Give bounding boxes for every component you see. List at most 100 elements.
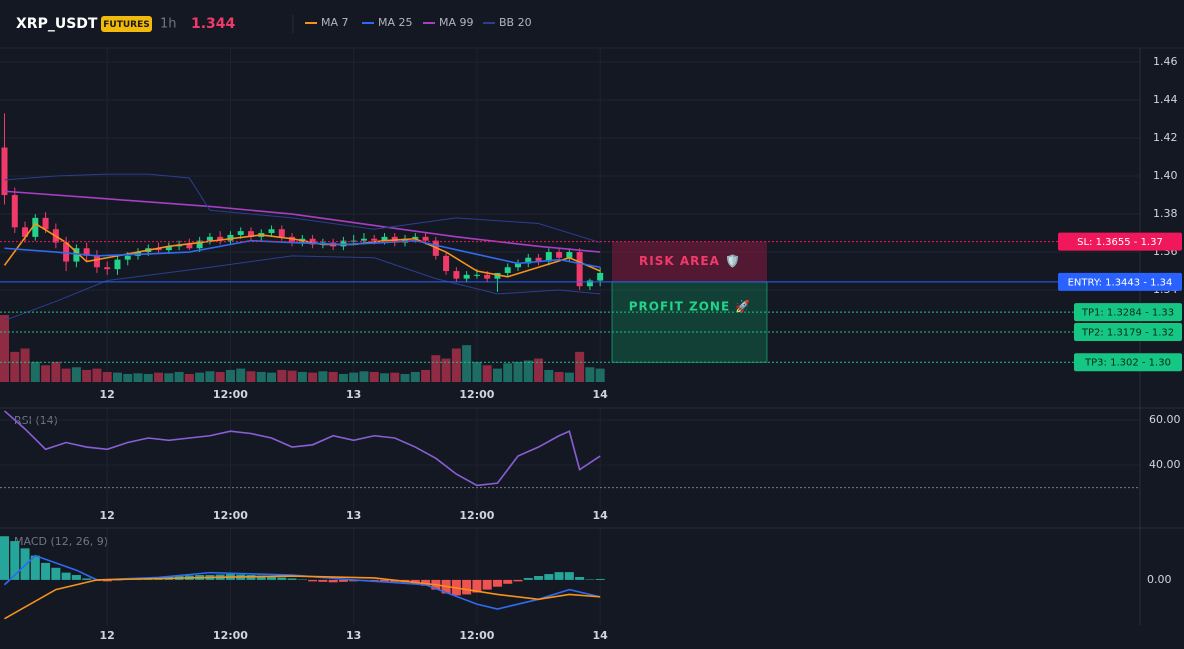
candle-body	[217, 236, 224, 241]
volume-bar	[503, 363, 513, 382]
volume-bar	[308, 372, 318, 382]
candle-body	[237, 231, 244, 235]
volume-bar	[143, 373, 153, 382]
level-tag	[1058, 232, 1182, 251]
macd-hist-bar	[492, 579, 502, 587]
macd-hist-bar	[51, 567, 61, 580]
level-tag	[1074, 353, 1182, 372]
legend-label: MA 7	[321, 16, 349, 29]
macd-hist-bar	[297, 579, 307, 580]
last-price: 1.344	[191, 16, 236, 32]
candle-body	[186, 244, 193, 249]
candle-body	[556, 252, 563, 258]
volume-bar	[554, 371, 564, 382]
candle-body	[504, 267, 511, 273]
time-tick-label: 12:00	[213, 629, 248, 642]
macd-hist-bar	[513, 579, 523, 582]
time-tick-label: 14	[593, 509, 609, 522]
macd-hist-bar	[462, 579, 472, 595]
price-tick-label: 1.38	[1153, 207, 1178, 220]
candle-body	[422, 236, 429, 241]
level-tag	[1074, 323, 1182, 342]
candle-body	[371, 238, 378, 241]
price-tick-label: 1.42	[1153, 131, 1178, 144]
candle-body	[63, 242, 70, 262]
volume-bar	[431, 355, 441, 382]
candle-body	[247, 231, 254, 237]
volume-bar	[400, 373, 410, 382]
indicator-line	[3, 410, 601, 487]
macd-hist-bar	[421, 579, 431, 586]
volume-bar	[513, 361, 523, 382]
level-label: TP3: 1.302 - 1.30	[1084, 358, 1171, 369]
interval: 1h	[160, 17, 177, 32]
candle-body	[93, 255, 100, 268]
volume-bar	[277, 369, 287, 382]
time-tick-label: 12:00	[213, 388, 248, 401]
volume-bar	[328, 371, 338, 382]
volume-bar	[102, 371, 112, 382]
macd-hist-bar	[277, 577, 287, 580]
volume-bar	[472, 361, 482, 382]
macd-hist-bar	[523, 577, 533, 580]
candle-body	[381, 236, 388, 241]
indicator-line	[4, 173, 601, 244]
volume-bar	[544, 369, 554, 382]
macd-hist-bar	[61, 572, 71, 580]
volume-bar	[482, 365, 492, 382]
rsi-tick-label: 60.00	[1149, 413, 1181, 426]
macd-hist-bar	[71, 575, 81, 580]
candle-body	[576, 252, 583, 287]
time-tick-label: 12:00	[459, 509, 494, 522]
profit-zone-label: PROFIT ZONE 🚀	[629, 300, 752, 314]
candle-body	[165, 246, 172, 251]
candle-body	[340, 240, 347, 247]
macd-hist-bar	[30, 555, 40, 580]
macd-hist-bar	[287, 578, 297, 580]
volume-bar	[10, 351, 20, 382]
time-tick-label: 13	[346, 388, 361, 401]
macd-title: MACD (12, 26, 9)	[14, 535, 108, 548]
time-tick-label: 12:00	[459, 629, 494, 642]
volume-bar	[349, 372, 359, 382]
candle-body	[412, 236, 419, 239]
candle-body	[206, 236, 213, 241]
candle-body	[525, 257, 532, 264]
macd-tick-label: 0.00	[1147, 573, 1172, 586]
symbol: XRP_USDT	[16, 16, 98, 32]
volume-bar	[215, 371, 225, 382]
macd-hist-bar	[575, 576, 585, 580]
candle-body	[463, 274, 470, 279]
volume-bar	[492, 368, 502, 382]
volume-bar	[184, 373, 194, 382]
legend-label: BB 20	[499, 16, 532, 29]
level-tag	[1074, 303, 1182, 322]
level-label: SL: 1.3655 - 1.37	[1077, 237, 1163, 248]
macd-hist-bar	[544, 574, 554, 580]
risk-zone	[612, 241, 767, 282]
volume-bar	[164, 373, 174, 382]
candle-body	[484, 274, 491, 279]
volume-bar	[441, 358, 451, 382]
indicator-line	[4, 575, 601, 620]
candle-body	[124, 255, 131, 260]
candle-body	[155, 248, 162, 251]
volume-bar	[20, 348, 30, 382]
volume-bar	[92, 368, 102, 382]
level-tag	[1058, 272, 1182, 291]
macd-hist-bar	[102, 579, 112, 582]
candle-body	[73, 248, 80, 262]
volume-bar	[195, 372, 205, 382]
volume-bar	[390, 372, 400, 382]
volume-bar	[462, 345, 472, 382]
time-tick-label: 12	[100, 629, 115, 642]
macd-hist-bar	[503, 579, 513, 584]
volume-bar	[534, 358, 544, 382]
candle-body	[114, 259, 121, 270]
candle-body	[586, 280, 593, 287]
volume-bar	[379, 373, 389, 382]
candle-body	[535, 257, 542, 262]
time-tick-label: 13	[346, 509, 361, 522]
